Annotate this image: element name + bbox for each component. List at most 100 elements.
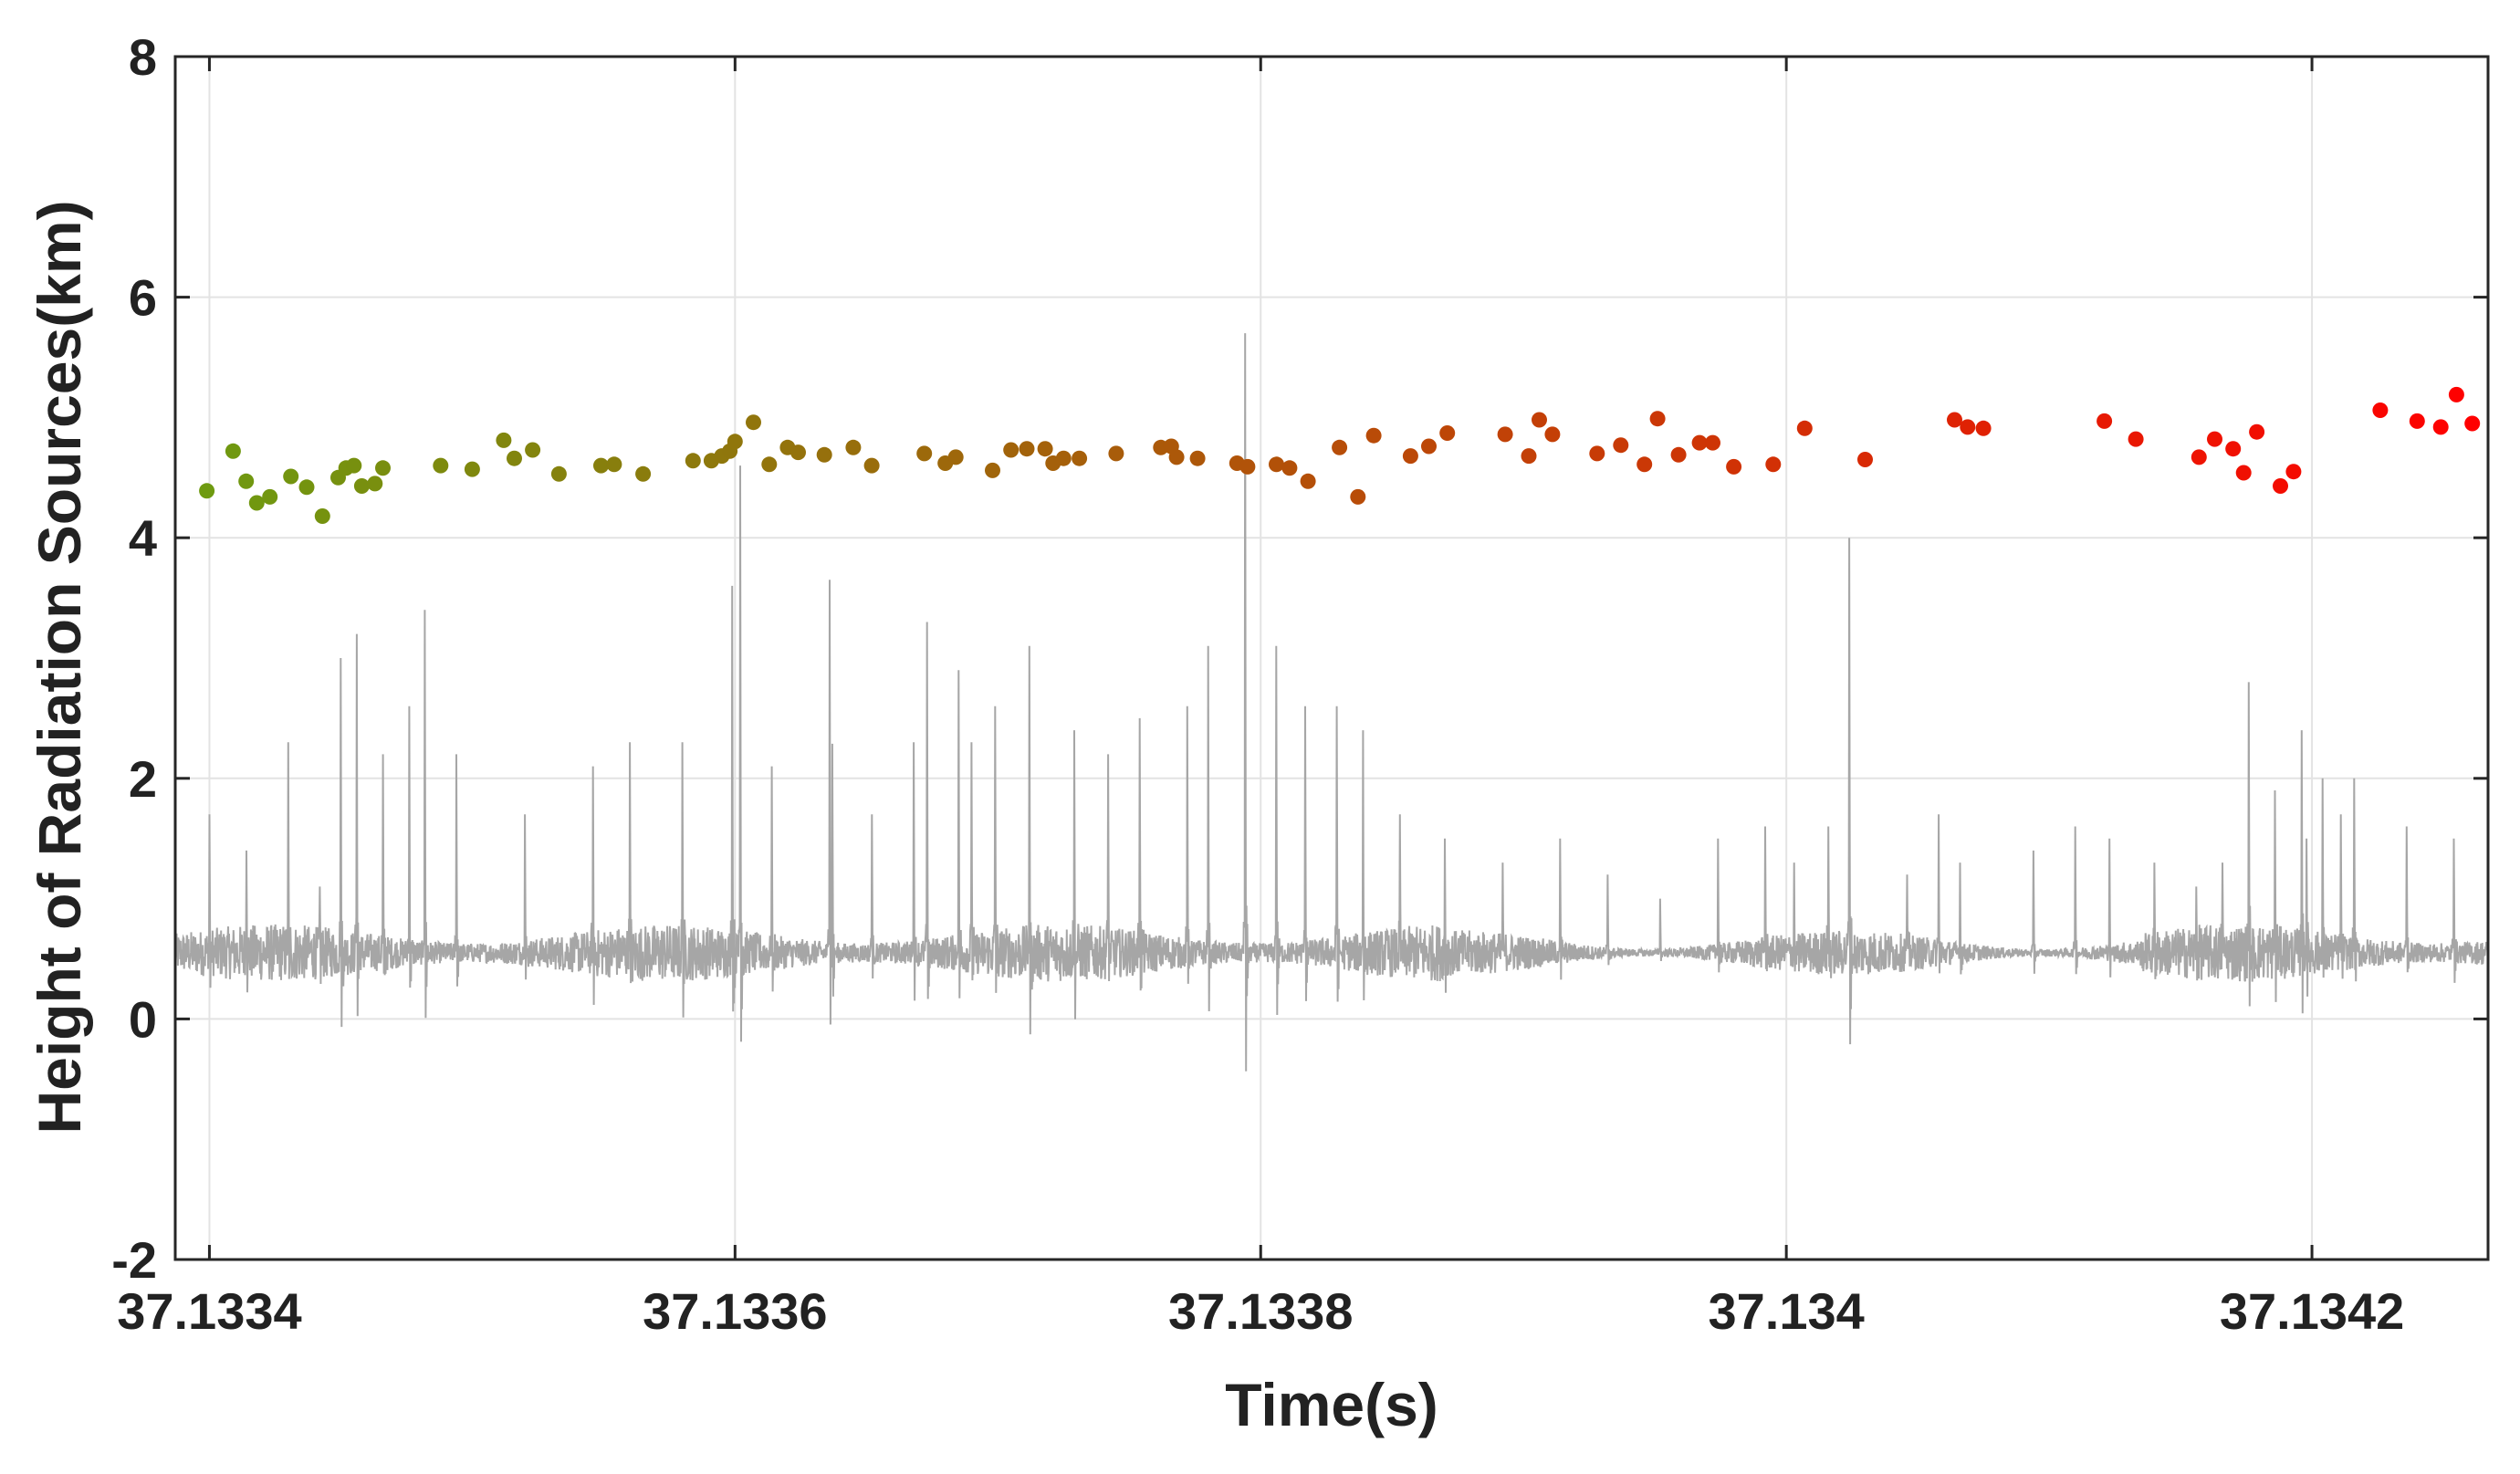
data-point [1003,442,1020,458]
data-point [593,457,609,474]
data-point [2464,415,2481,432]
scatter-points [199,386,2481,524]
data-point [2273,478,2288,494]
y-tick-label: 2 [129,750,157,808]
data-point [1544,426,1561,443]
data-point [1269,456,1284,473]
data-point [727,434,743,450]
data-point [2191,449,2207,465]
data-point [1421,438,1437,455]
data-point [2285,464,2302,480]
data-point [863,457,880,474]
data-point [1796,420,1813,436]
data-point [507,450,522,466]
data-point [225,443,241,459]
data-point [1281,460,1298,476]
waveform-line [174,333,2489,1072]
data-point [238,473,255,489]
y-tick-label: 6 [129,269,157,327]
data-point [2372,402,2389,418]
data-point [685,453,701,469]
data-point [947,449,964,465]
data-point [1189,450,1206,466]
data-point [1726,458,1742,475]
data-point [550,465,567,482]
data-point [346,457,362,474]
y-tick-label: 8 [129,28,157,86]
x-tick-labels: 37.1334 37.1336 37.1338 37.134 37.1342 [117,1282,2404,1340]
data-point [1947,412,1962,428]
data-point [1037,441,1053,457]
data-point [1857,452,1873,467]
data-point [1332,439,1348,455]
data-point [985,462,1000,478]
data-point [248,495,265,511]
data-point [606,456,622,473]
data-point [916,445,933,462]
data-point [367,476,383,492]
data-point [283,468,299,485]
data-point [353,478,370,494]
data-point [1072,450,1088,466]
data-point [2207,431,2222,447]
data-point [2432,419,2449,435]
y-tick-label: -2 [111,1231,157,1289]
axis-ticks [175,55,2488,1261]
data-point [761,456,778,473]
data-point [1350,488,1366,505]
data-point [199,483,215,499]
plot-frame [173,55,2490,1261]
data-point [1765,456,1782,473]
data-point [1960,419,1976,435]
data-point [1019,441,1035,457]
data-point [1402,448,1418,465]
data-point [262,488,278,505]
data-point [298,479,315,496]
data-point [1497,426,1513,443]
data-point [314,508,330,524]
data-point [433,457,449,474]
data-point [1705,434,1720,451]
data-point [1239,458,1256,475]
data-point [464,461,480,477]
data-point [845,439,862,455]
data-point [375,460,391,476]
data-point [1975,420,1992,436]
data-point [1168,449,1185,465]
y-tick-labels: -2 0 2 4 6 8 [111,28,157,1289]
data-point [2235,465,2252,481]
data-point [1521,448,1537,465]
data-point [1532,412,1547,428]
y-tick-label: 4 [129,509,157,567]
data-point [525,442,541,458]
data-point [2225,441,2242,457]
data-point [2448,386,2464,402]
x-tick-label: 37.1342 [2220,1282,2404,1340]
data-point [1589,445,1605,462]
data-point [1365,427,1382,444]
data-point [1439,425,1456,441]
data-point [816,446,832,463]
data-point [1636,456,1653,473]
data-point [1649,411,1666,427]
data-point [1613,437,1629,454]
y-axis-title: Height of Radiation Sources(km) [26,200,93,1134]
x-tick-label: 37.1338 [1168,1282,1353,1340]
data-point [2097,413,2113,429]
data-point [746,414,761,431]
data-point [1108,445,1124,462]
data-point [790,444,806,461]
waveform [174,333,2489,1072]
y-tick-label: 0 [129,990,157,1048]
data-point [635,465,652,482]
x-tick-label: 37.1334 [117,1282,301,1340]
x-tick-label: 37.1336 [643,1282,827,1340]
data-point [1691,434,1708,451]
data-point [1055,450,1072,466]
data-point [1670,446,1687,463]
x-tick-label: 37.134 [1709,1282,1865,1340]
data-point [496,432,512,448]
data-point [1300,473,1316,489]
data-point [2249,423,2265,440]
